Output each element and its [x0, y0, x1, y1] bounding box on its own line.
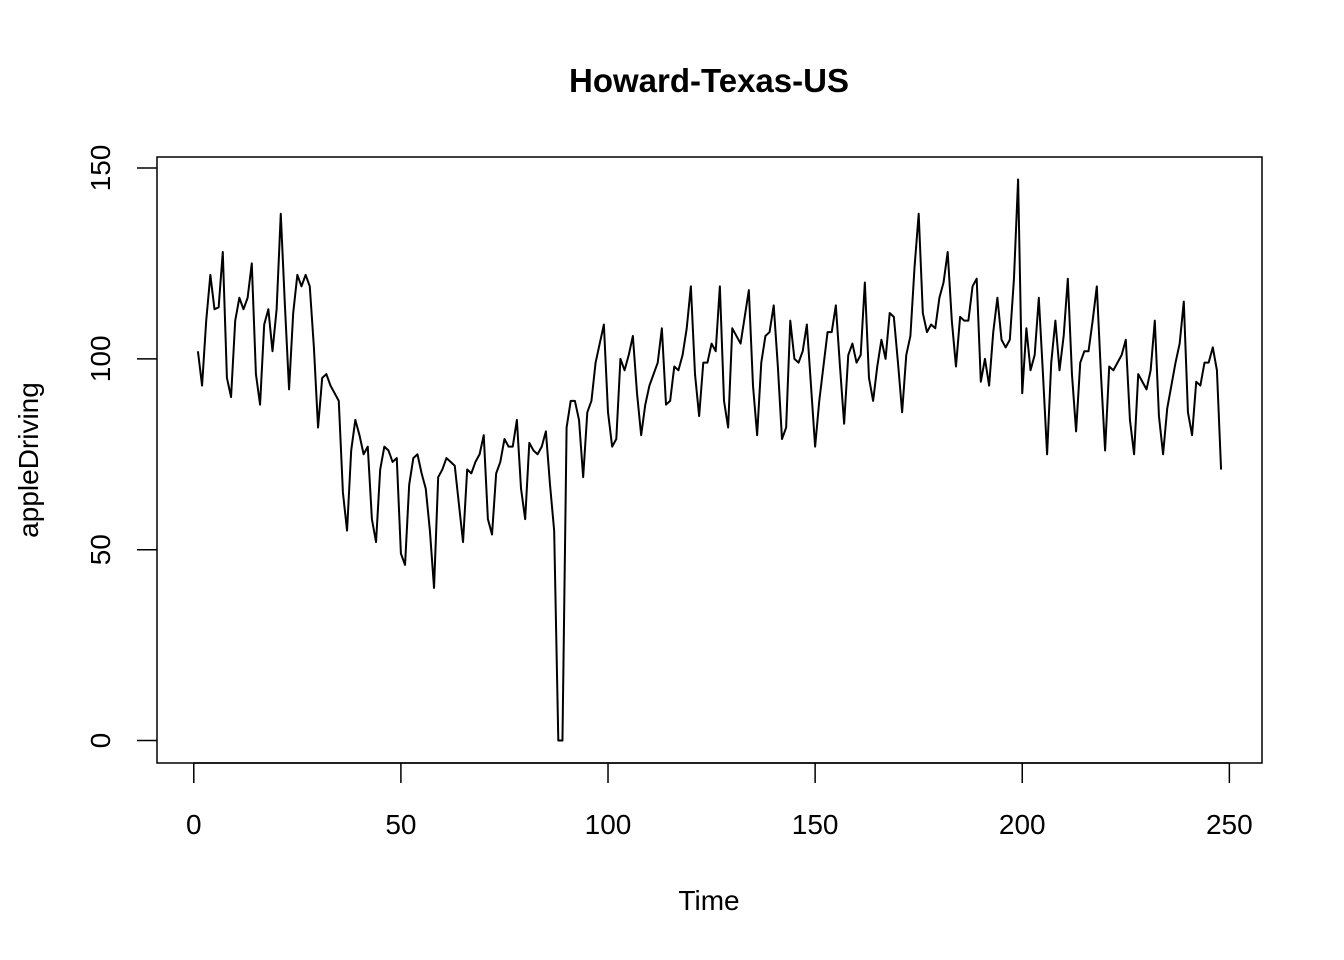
y-tick-label: 150 — [85, 145, 116, 192]
y-tick-label: 100 — [85, 335, 116, 382]
x-tick-label: 250 — [1206, 809, 1253, 840]
y-tick-label: 0 — [85, 733, 116, 749]
x-tick-label: 150 — [792, 809, 839, 840]
chart-title: Howard-Texas-US — [569, 62, 849, 99]
x-tick-label: 50 — [385, 809, 416, 840]
x-tick-label: 0 — [186, 809, 202, 840]
y-tick-label: 50 — [85, 534, 116, 565]
x-tick-label: 200 — [999, 809, 1046, 840]
x-axis-label: Time — [678, 885, 739, 916]
data-line — [196, 178, 1223, 742]
y-axis-label: appleDriving — [13, 382, 44, 538]
x-tick-label: 100 — [585, 809, 632, 840]
